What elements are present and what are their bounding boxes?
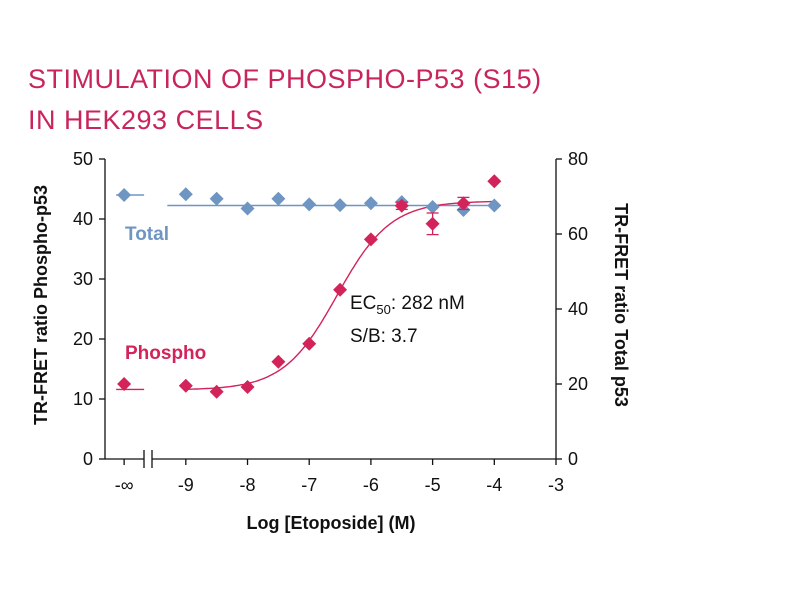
data-point-phospho: [333, 282, 348, 297]
y-tick-label-right: 60: [568, 224, 588, 244]
x-tick-label: -5: [425, 475, 441, 495]
chart-title-line-1: STIMULATION OF PHOSPHO-P53 (S15): [28, 64, 542, 94]
data-point-total: [240, 201, 255, 216]
data-point-total: [271, 191, 286, 206]
y-tick-label-left: 0: [83, 449, 93, 469]
x-tick-label: -7: [301, 475, 317, 495]
y-tick-label-right: 80: [568, 149, 588, 169]
data-point-total: [117, 188, 132, 202]
x-tick-label: -4: [486, 475, 502, 495]
axes: 0 10 20 30 40 50 0 20 40 60 80 -9 -8 -7 -6 -5 -4 -3 -∞: [73, 149, 588, 495]
data-point-total: [487, 198, 502, 213]
data-point-phospho: [363, 232, 378, 247]
y-tick-label-left: 10: [73, 389, 93, 409]
x-tick-label-infinity: -∞: [115, 475, 134, 495]
y-tick-label-right: 0: [568, 449, 578, 469]
data-point-phospho: [394, 198, 409, 213]
chart-title-line-2: IN HEK293 CELLS: [28, 105, 264, 135]
data-point-phospho: [271, 354, 286, 369]
data-point-phospho: [178, 378, 193, 393]
y-tick-label-right: 20: [568, 374, 588, 394]
data-point-phospho: [302, 336, 317, 351]
sb-annotation: S/B: 3.7: [350, 326, 418, 347]
data-point-phospho: [425, 216, 440, 231]
ec50-annotation: EC50: 282 nM: [350, 293, 465, 317]
y-tick-label-left: 30: [73, 269, 93, 289]
data-point-phospho: [240, 380, 255, 394]
data-point-total: [178, 187, 193, 202]
data-points: [117, 174, 502, 399]
y-tick-label-left: 50: [73, 149, 93, 169]
y-tick-label-left: 40: [73, 209, 93, 229]
y-tick-label-right: 40: [568, 299, 588, 319]
data-point-total: [302, 197, 317, 212]
data-point-total: [333, 198, 348, 213]
x-tick-label: -6: [363, 475, 379, 495]
x-tick-label: -8: [240, 475, 256, 495]
y-axis-title-left: TR-FRET ratio Phospho-p53: [31, 185, 51, 425]
data-point-total: [425, 200, 440, 214]
x-tick-label: -9: [178, 475, 194, 495]
x-axis-title: Log [Etoposide] (M): [247, 513, 416, 533]
data-point-phospho: [487, 174, 502, 189]
data-point-phospho: [117, 377, 132, 391]
y-axis-title-right: TR-FRET ratio Total p53: [611, 203, 631, 407]
data-point-total: [209, 191, 224, 206]
series-label-total: Total: [125, 224, 169, 245]
data-point-phospho: [209, 384, 224, 399]
x-tick-label: -3: [548, 475, 564, 495]
series-label-phospho: Phospho: [125, 343, 206, 364]
y-tick-label-left: 20: [73, 329, 93, 349]
data-point-phospho: [456, 196, 471, 211]
data-point-total: [363, 196, 378, 211]
